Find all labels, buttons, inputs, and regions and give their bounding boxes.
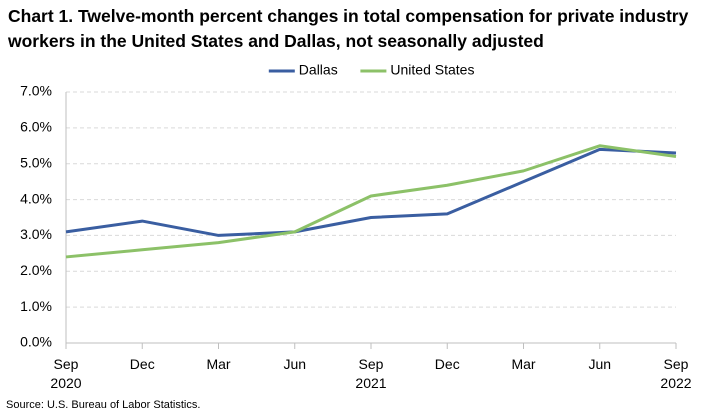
- line-series: [65, 144, 677, 259]
- y-tick-label: 2.0%: [20, 262, 52, 278]
- x-tick-label: Mar: [511, 356, 536, 372]
- legend-label: Dallas: [299, 62, 338, 78]
- legend-label: United States: [390, 62, 474, 78]
- line-series: [65, 147, 677, 237]
- x-tick-label: Sep 2020: [50, 356, 82, 391]
- x-tick-label: Dec: [129, 356, 155, 372]
- x-tick-label: Dec: [434, 356, 460, 372]
- x-tick-label: Jun: [283, 356, 307, 372]
- x-tick-label: Sep 2022: [660, 356, 692, 391]
- y-tick-label: 3.0%: [20, 226, 52, 242]
- y-tick-label: 7.0%: [20, 83, 52, 99]
- x-tick-label: Mar: [206, 356, 231, 372]
- y-tick-label: 5.0%: [20, 154, 52, 170]
- x-tick-label: Sep 2021: [355, 356, 387, 391]
- source-note: Source: U.S. Bureau of Labor Statistics.: [6, 399, 201, 411]
- y-tick-label: 4.0%: [20, 190, 52, 206]
- y-tick-label: 0.0%: [20, 334, 52, 350]
- y-tick-label: 6.0%: [20, 119, 52, 135]
- chart-title: Chart 1. Twelve-month percent changes in…: [8, 6, 689, 51]
- x-tick-label: Jun: [588, 356, 612, 372]
- y-tick-label: 1.0%: [20, 298, 52, 314]
